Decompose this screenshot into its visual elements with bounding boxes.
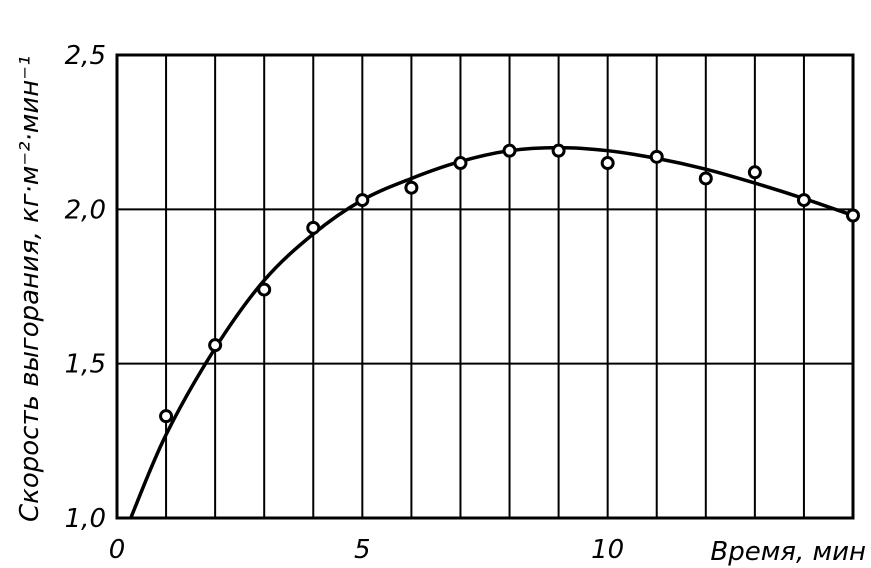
y-tick-label: 1,0 [65,504,106,534]
data-point [453,156,468,171]
x-tick-labels: 0 5 10 [109,535,624,565]
y-tick-label: 1,5 [65,350,106,380]
data-point [846,208,860,223]
y-tick-labels: 1,0 1,5 2,0 2,5 [65,41,106,534]
x-tick-label: 5 [354,535,371,565]
data-point [208,338,223,353]
y-tick-label: 2,5 [65,41,106,71]
data-point [355,193,370,208]
data-point [698,171,713,186]
data-point [600,156,615,171]
fit-curve [129,145,854,519]
data-point [502,143,517,158]
x-axis-label: Время, мин [710,537,866,567]
data-point [159,409,174,424]
data-point [306,220,321,235]
data-point [747,165,762,180]
y-tick-label: 2,0 [65,195,106,225]
data-point [796,193,811,208]
data-point [404,180,419,195]
data-point [551,143,566,158]
data-points [159,143,860,424]
grid [117,55,853,518]
plot-frame [115,53,855,520]
x-tick-label: 10 [591,535,624,565]
data-point [257,282,272,297]
y-axis-label: Скорость выгорания, кг·м⁻²·мин⁻¹ [15,56,45,522]
data-point [649,149,664,164]
x-tick-label: 0 [109,535,126,565]
